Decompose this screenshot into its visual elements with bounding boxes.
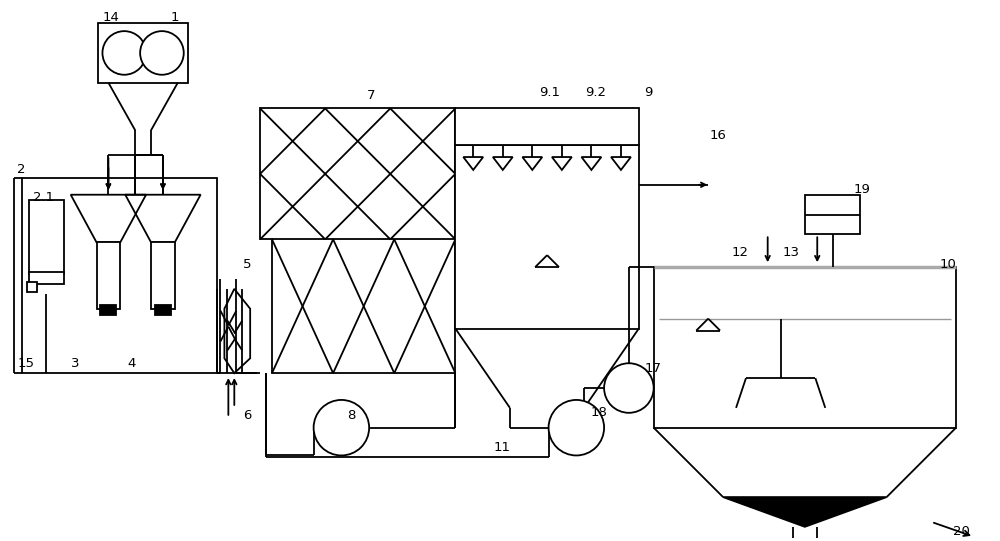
Polygon shape: [463, 157, 483, 170]
Text: 2.1: 2.1: [33, 191, 55, 204]
Polygon shape: [611, 157, 631, 170]
Polygon shape: [723, 497, 887, 527]
Text: 9.2: 9.2: [585, 86, 606, 99]
Bar: [97, 242, 120, 309]
Text: 3: 3: [71, 357, 80, 370]
Bar: [29, 200, 64, 274]
Text: 12: 12: [731, 246, 748, 259]
Text: 14: 14: [103, 11, 120, 24]
Text: 9.1: 9.1: [539, 86, 560, 99]
Text: 13: 13: [783, 246, 800, 259]
Text: 19: 19: [853, 183, 870, 196]
Circle shape: [604, 363, 654, 413]
Circle shape: [102, 31, 146, 75]
Bar: [27, 282, 37, 292]
Text: 16: 16: [710, 129, 727, 142]
Bar: [805, 195, 860, 234]
Polygon shape: [224, 289, 250, 373]
Text: 2: 2: [17, 163, 25, 176]
Polygon shape: [493, 157, 513, 170]
Text: 18: 18: [591, 406, 608, 419]
Text: 5: 5: [243, 258, 251, 270]
Bar: [98, 23, 188, 83]
Polygon shape: [581, 157, 601, 170]
Bar: [155, 305, 171, 315]
Text: 7: 7: [367, 89, 375, 102]
Bar: [455, 108, 639, 145]
Text: 11: 11: [493, 441, 510, 454]
Bar: [100, 305, 116, 315]
Text: 17: 17: [644, 362, 661, 375]
Circle shape: [314, 400, 369, 456]
Text: 4: 4: [127, 357, 135, 370]
Text: 20: 20: [953, 525, 969, 538]
Bar: [22, 178, 217, 373]
Polygon shape: [552, 157, 572, 170]
Text: 9: 9: [645, 86, 653, 99]
Circle shape: [549, 400, 604, 456]
Bar: [654, 267, 956, 428]
Bar: [151, 242, 175, 309]
Text: 1: 1: [171, 11, 179, 24]
Text: 15: 15: [18, 357, 35, 370]
Text: 10: 10: [940, 258, 957, 270]
Circle shape: [140, 31, 184, 75]
Text: 6: 6: [243, 410, 251, 423]
Polygon shape: [260, 108, 455, 373]
Bar: [455, 145, 639, 328]
Bar: [29, 272, 64, 284]
Polygon shape: [522, 157, 542, 170]
Text: 8: 8: [347, 410, 355, 423]
